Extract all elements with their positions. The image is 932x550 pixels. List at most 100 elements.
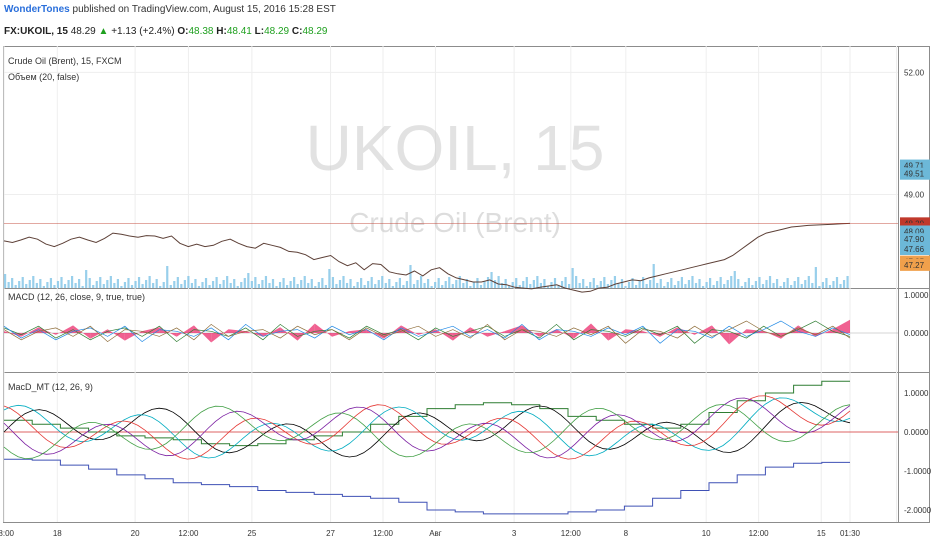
price-axis-tag [900, 242, 930, 255]
volume-bar [828, 285, 832, 288]
price-axis-tag [900, 167, 930, 180]
volume-bar [818, 286, 821, 288]
volume-bar [712, 285, 715, 288]
volume-bar [800, 284, 803, 288]
volume-bar [233, 279, 236, 288]
volume-bar [536, 276, 539, 288]
time-axis-label: 12:00 [178, 529, 199, 538]
macd-histogram-area [711, 325, 730, 345]
author-link[interactable]: WonderTones [4, 4, 70, 15]
volume-bar [74, 283, 77, 288]
volume-bar [159, 286, 162, 288]
time-axis-label: 12:00 [561, 529, 582, 538]
volume-bar [617, 283, 620, 288]
macd-histogram-area [677, 327, 695, 335]
macd-mt-oscillator [3, 403, 851, 460]
time-axis-label: 20 [131, 529, 140, 538]
price-axis-label: 49.71 [904, 162, 925, 171]
macd-histogram-area [55, 325, 74, 335]
price-axis-label: 47.66 [904, 245, 925, 254]
symbol-name[interactable]: FX:UKOIL, 15 [4, 26, 68, 37]
volume-bar [88, 278, 91, 288]
volume-bar [716, 281, 719, 288]
volume-bar [761, 284, 765, 288]
volume-bar [490, 272, 493, 288]
volume-bar [363, 285, 366, 288]
high-value: 48.41 [226, 26, 252, 37]
volume-bar [257, 284, 260, 288]
volume-bar [123, 282, 127, 288]
volume-bar [328, 269, 331, 288]
volume-bar [846, 276, 849, 288]
volume-bar [730, 276, 733, 288]
volume-bar [659, 279, 662, 288]
macd-histogram-area [746, 329, 764, 333]
volume-bar [793, 281, 796, 288]
macd-histogram-area [366, 329, 384, 339]
volume-bar [402, 285, 405, 288]
volume-bar [317, 282, 320, 288]
volume-bar [141, 284, 144, 288]
volume-bar [842, 280, 846, 288]
volume-bar [751, 285, 754, 288]
time-axis-label: 25 [247, 529, 256, 538]
volume-bar [109, 276, 112, 288]
volume-bar [310, 279, 313, 288]
volume-bar [705, 282, 708, 288]
volume-bar [419, 276, 423, 288]
macd-mt-axis-label: -2.0000 [904, 506, 932, 515]
macd-histogram-area [521, 325, 540, 337]
volume-bar [49, 278, 53, 288]
volume-bar [740, 286, 743, 288]
volume-bar [338, 280, 342, 288]
time-axis-label: 10 [702, 529, 711, 538]
volume-bar [28, 280, 31, 288]
volume-bar [515, 278, 518, 288]
volume-bar [444, 281, 447, 288]
macd-histogram-area [539, 329, 557, 337]
volume-bar [194, 279, 197, 288]
price-pane-title: Crude Oil (Brent), 15, FXCM [8, 56, 122, 66]
volume-bar [733, 271, 736, 288]
volume-bar [627, 282, 631, 288]
macd-histogram-area [193, 325, 212, 343]
volume-bar [458, 276, 461, 288]
macd-mt-step-blue [4, 458, 850, 515]
volume-bar [779, 286, 782, 288]
macd-pane-title: MACD (12, 26, close, 9, true, true) [8, 292, 145, 302]
time-axis-label: Авг [429, 529, 442, 538]
volume-bar [35, 283, 38, 288]
volume-bar [18, 281, 21, 288]
last-price: 48.29 [70, 26, 96, 37]
volume-bar [768, 276, 772, 288]
time-axis-label: 15 [817, 529, 826, 538]
volume-bar [391, 286, 394, 288]
time-axis-label: 12:00 [373, 529, 394, 538]
volume-bar [78, 279, 81, 288]
macd-histogram-area [176, 325, 194, 337]
volume-bar [694, 283, 698, 288]
volume-bar [701, 286, 705, 288]
volume-bar [807, 276, 810, 288]
volume-bar [356, 282, 359, 288]
volume-bar [430, 286, 433, 288]
volume-bar [610, 280, 613, 288]
volume-bar [652, 264, 655, 288]
volume-bar [360, 278, 363, 288]
volume-bar [839, 284, 842, 288]
volume-bar [726, 280, 729, 288]
volume-bar [825, 278, 828, 288]
macd-histogram-area [435, 329, 453, 341]
macd-axis-label: 1.0000 [904, 291, 929, 300]
volume-bar [261, 280, 264, 288]
volume-bar [106, 280, 109, 288]
volume-bar [553, 278, 557, 288]
change-arrow-icon: ▲ [98, 26, 109, 37]
macd-histogram-area [21, 327, 39, 337]
volume-bar [603, 277, 606, 288]
macd-histogram-area [332, 331, 350, 337]
macd-histogram-area [556, 329, 574, 339]
volume-bar [744, 282, 747, 288]
macd-mt-step-green [4, 380, 850, 447]
